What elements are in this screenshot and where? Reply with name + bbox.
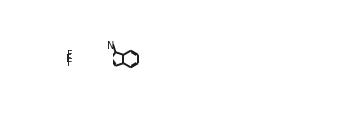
Text: F: F bbox=[66, 54, 72, 64]
Text: F: F bbox=[67, 58, 73, 68]
Text: N: N bbox=[107, 41, 115, 51]
Text: F: F bbox=[67, 50, 73, 60]
